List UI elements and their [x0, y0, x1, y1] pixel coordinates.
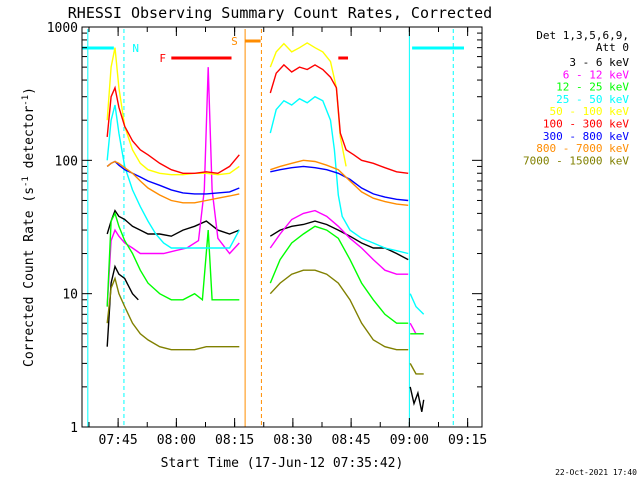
series-line-3-seg1: [106, 211, 240, 307]
series-line-7-seg2: [270, 165, 409, 202]
legend-entry-9: 7000 - 15000 keV: [523, 154, 629, 167]
series-line-9-seg2: [269, 269, 409, 351]
legend-header-line1: Det 1,3,5,6,9,: [536, 29, 629, 42]
series-line-8-seg2: [270, 159, 409, 206]
y-axis-label-main: Corrected Count Rate (s: [22, 187, 37, 367]
legend-entry-6: 100 - 300 keV: [543, 118, 629, 131]
series-line-4-seg2: [269, 95, 409, 255]
x-tick-label: 08:15: [215, 433, 254, 448]
footer-date: 22-Oct-2021 17:40: [555, 468, 637, 477]
y-axis-label-end: ): [22, 87, 37, 95]
series-line-9-seg1: [106, 276, 240, 351]
y-axis-label-sup2: -1: [21, 95, 31, 106]
axes-layer: 1 10 100 1000 07:45 08:00 08:15 08:30 08:45 09:00…: [47, 21, 488, 448]
annotation-f: F: [159, 52, 166, 65]
series-line-4-seg3: [409, 293, 425, 315]
series-line-6-seg1: [106, 85, 240, 175]
series-line-1-seg1: [106, 264, 139, 347]
x-tick-label: 07:45: [99, 433, 138, 448]
x-axis-label: Start Time (17-Jun-12 07:35:42): [161, 456, 404, 471]
y-tick-label: 100: [55, 154, 78, 169]
series-line-8-seg1: [106, 160, 240, 204]
x-tick-label: 09:15: [448, 433, 487, 448]
series-line-9-seg3: [409, 363, 424, 375]
legend-entry-2: 6 - 12 keV: [563, 68, 630, 81]
series-line-7-seg1: [106, 160, 240, 195]
y-tick-label: 10: [62, 288, 78, 303]
series-line-1-seg2: [106, 209, 240, 237]
legend-header-line2: Att 0: [596, 41, 629, 54]
legend-entry-3: 12 - 25 keV: [556, 81, 629, 94]
y-axis-label-mid: detector: [22, 106, 37, 177]
legend-entry-4: 25 - 50 keV: [556, 93, 629, 106]
series-line-2-seg1: [106, 67, 240, 307]
annotation-s: S: [231, 35, 238, 48]
series-line-4-seg1: [106, 104, 240, 249]
series-line-3-seg2: [269, 225, 409, 324]
legend-entry-7: 300 - 800 keV: [543, 130, 629, 143]
data-layer: N F S: [82, 29, 464, 427]
plot-frame: [81, 26, 483, 428]
x-tick-label: 09:00: [390, 433, 429, 448]
legend-entry-5: 50 - 100 keV: [550, 105, 630, 118]
series-line-5-seg1: [106, 47, 240, 176]
y-axis-label-sup1: -1: [21, 176, 31, 187]
series-line-1-seg4: [409, 386, 425, 412]
y-tick-label: 1000: [47, 21, 78, 36]
series-line-6-seg2: [269, 63, 409, 174]
chart-title: RHESSI Observing Summary Count Rates, Co…: [68, 4, 492, 22]
series-line-2-seg2: [269, 209, 409, 275]
annotation-n: N: [132, 42, 139, 55]
legend-entry-8: 800 - 7000 keV: [536, 142, 629, 155]
x-tick-label: 08:00: [157, 433, 196, 448]
x-tick-label: 08:45: [332, 433, 371, 448]
y-axis-label: Corrected Count Rate (s-1 detector-1): [21, 87, 37, 367]
y-tick-label: 1: [70, 421, 78, 436]
legend-entry-1: 3 - 6 keV: [569, 56, 629, 69]
x-tick-label: 08:30: [273, 433, 312, 448]
